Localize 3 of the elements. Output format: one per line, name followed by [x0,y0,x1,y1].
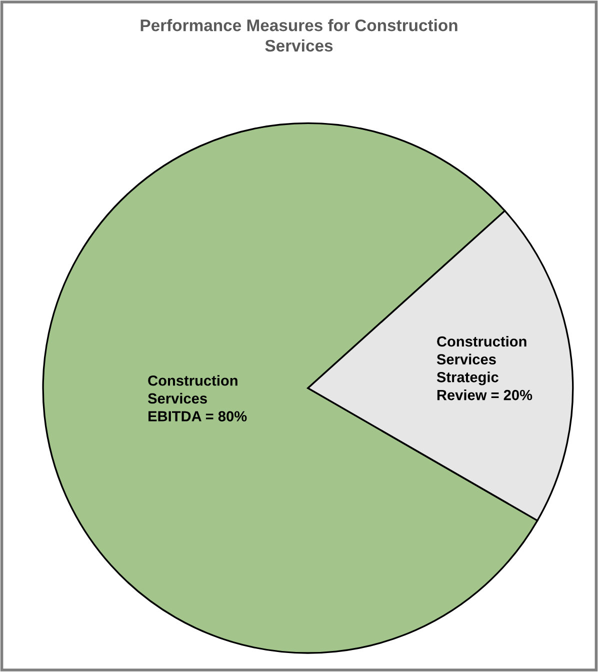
slice-label: Construction Services EBITDA = 80% [148,375,247,422]
chart-title: Performance Measures for Construction Services [140,19,458,52]
slice-label: Construction Services Strategic Review = 20% [436,336,532,400]
